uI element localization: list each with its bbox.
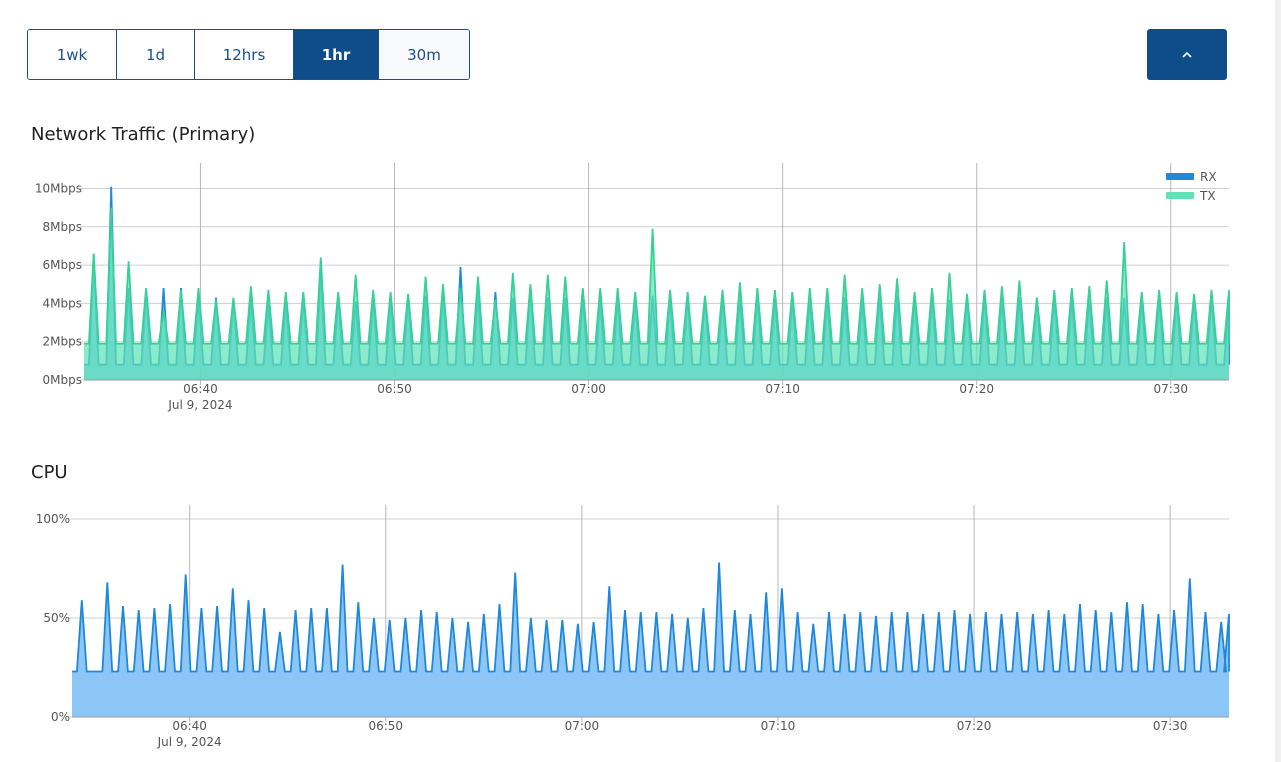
network-y-tick-label: 8Mbps: [43, 220, 82, 234]
tx-legend-swatch: [1166, 192, 1194, 199]
rx-legend-swatch: [1166, 173, 1194, 180]
network-x-tick-label: 07:00: [571, 382, 606, 396]
range-button-12hrs[interactable]: 12hrs: [195, 30, 294, 79]
tx-series-area: [84, 207, 1229, 380]
cpu-x-tick-label: 06:40: [172, 719, 207, 733]
network-x-tick-label: 07:10: [765, 382, 800, 396]
network-y-tick-label: 0Mbps: [43, 373, 82, 387]
network-chart-title: Network Traffic (Primary): [31, 124, 256, 145]
network-x-tick-label: 06:40: [183, 382, 218, 396]
range-button-1wk[interactable]: 1wk: [28, 30, 117, 79]
range-button-1hr[interactable]: 1hr: [294, 30, 379, 79]
cpu-x-tick-label: 07:20: [957, 719, 992, 733]
cpu-x-tick-label: 07:10: [761, 719, 796, 733]
page-scrollbar[interactable]: [1275, 0, 1281, 762]
cpu-series-line: [72, 562, 1230, 673]
rx-legend-label: RX: [1200, 170, 1217, 184]
chevron-up-icon: [1182, 51, 1192, 58]
network-x-tick-label: 07:30: [1153, 382, 1188, 396]
cpu-y-tick-label: 50%: [43, 611, 70, 625]
network-traffic-chart: 0Mbps 2Mbps 4Mbps 6Mbps 8Mbps 10Mbps 06:40 Jul …: [35, 163, 1230, 412]
network-y-tick-label: 10Mbps: [35, 181, 82, 195]
tx-legend-label: TX: [1199, 189, 1216, 203]
cpu-x-tick-label: 07:00: [565, 719, 600, 733]
cpu-y-tick-label: 0%: [51, 710, 70, 724]
cpu-chart-title: CPU: [31, 462, 68, 483]
tx-series-line: [84, 207, 1230, 345]
network-x-date-label: Jul 9, 2024: [167, 398, 232, 412]
cpu-x-tick-label: 06:50: [368, 719, 403, 733]
time-range-selector: 1wk 1d 12hrs 1hr 30m: [27, 29, 470, 80]
network-x-tick-label: 07:20: [959, 382, 994, 396]
network-y-tick-label: 2Mbps: [43, 335, 82, 349]
cpu-series-area: [72, 562, 1229, 717]
range-button-30m[interactable]: 30m: [379, 30, 469, 79]
cpu-chart: 0% 50% 100% 06:40 Jul 9, 2024 06:50 07:00 07:10…: [36, 505, 1230, 749]
cpu-x-date-label: Jul 9, 2024: [157, 735, 222, 749]
cpu-y-tick-label: 100%: [36, 512, 70, 526]
collapse-button[interactable]: [1147, 29, 1227, 80]
network-y-tick-label: 4Mbps: [43, 296, 82, 310]
cpu-x-tick-label: 07:30: [1153, 719, 1188, 733]
network-x-tick-label: 06:50: [377, 382, 412, 396]
network-y-tick-label: 6Mbps: [43, 258, 82, 272]
range-button-1d[interactable]: 1d: [117, 30, 195, 79]
